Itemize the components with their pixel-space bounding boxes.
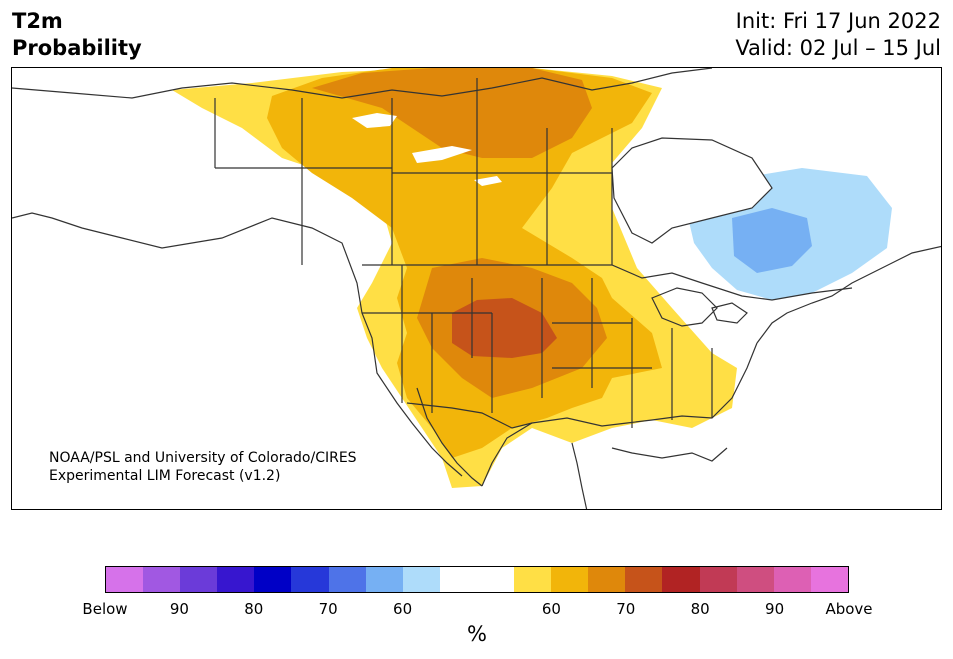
hudson-bay-coast — [611, 137, 773, 244]
colorbar-tick-label: 60 — [393, 600, 413, 618]
colorbar-segment-0 — [106, 567, 144, 592]
hudson-bay — [612, 138, 772, 243]
colorbar-segment-2 — [180, 567, 218, 592]
colorbar-tick-label: Below — [82, 600, 128, 618]
warm-probability-fill — [172, 68, 737, 488]
great-lakes — [651, 287, 748, 327]
great-bear-lake — [352, 113, 397, 128]
colorbar-segment-6 — [328, 567, 366, 592]
source-credit: NOAA/PSL and University of Colorado/CIRE… — [49, 449, 357, 485]
credit-line-1: NOAA/PSL and University of Colorado/CIRE… — [49, 450, 357, 466]
colorbar-segment-13 — [588, 567, 626, 592]
probability-colorbar — [105, 566, 849, 593]
init-date: Init: Fri 17 Jun 2022 — [735, 9, 941, 33]
province-lines — [214, 78, 613, 265]
prob-cool-60-region — [732, 208, 812, 273]
valid-range: Valid: 02 Jul – 15 Jul — [735, 36, 941, 60]
colorbar-tick-label: 70 — [616, 600, 636, 618]
mexico-coast — [571, 442, 728, 509]
colorbar-segment-11 — [514, 567, 552, 592]
east-coast — [756, 245, 941, 344]
colorbar-segment-19 — [810, 567, 848, 592]
colorbar-tick-label: 80 — [690, 600, 710, 618]
variable-label: T2m — [12, 9, 63, 33]
colorbar-segment-16 — [699, 567, 737, 592]
date-info: Init: Fri 17 Jun 2022 Valid: 02 Jul – 15… — [735, 8, 941, 62]
map-title: T2m Probability — [12, 8, 142, 62]
us-canada-border — [362, 264, 853, 301]
colorbar-segment-12 — [551, 567, 589, 592]
colorbar-tick-label: 80 — [244, 600, 264, 618]
colorbar-segment-17 — [736, 567, 774, 592]
forecast-map — [11, 67, 942, 510]
lake-athabasca — [474, 176, 502, 186]
borders — [12, 68, 941, 509]
colorbar-segment-14 — [625, 567, 663, 592]
map-svg — [12, 68, 941, 509]
us-mexico-border — [406, 402, 533, 429]
colorbar-segment-10 — [476, 567, 515, 592]
colorbar-segment-1 — [143, 567, 181, 592]
west-coast — [12, 212, 463, 477]
colorbar-segment-5 — [291, 567, 329, 592]
gulf-coast — [481, 342, 758, 487]
great-slave-lake — [412, 146, 472, 163]
colorbar-segment-3 — [217, 567, 255, 592]
colorbar-tick-label: 90 — [169, 600, 189, 618]
colorbar-tick-label: 60 — [541, 600, 561, 618]
colorbar-segment-15 — [662, 567, 700, 592]
credit-line-2: Experimental LIM Forecast (v1.2) — [49, 468, 281, 484]
baja — [416, 387, 483, 487]
state-lines — [362, 265, 713, 428]
colorbar-segment-4 — [254, 567, 292, 592]
colorbar-segment-18 — [773, 567, 811, 592]
colorbar-tick-label: Above — [825, 600, 873, 618]
probability-label: Probability — [12, 36, 142, 60]
inland-water — [352, 113, 772, 243]
arctic-coast — [12, 68, 713, 99]
colorbar-tick-label: 70 — [318, 600, 338, 618]
colorbar-tick-label: 90 — [765, 600, 785, 618]
colorbar-unit: % — [467, 622, 487, 646]
colorbar-segment-8 — [402, 567, 440, 592]
colorbar-segment-7 — [365, 567, 403, 592]
colorbar-segment-9 — [439, 567, 477, 592]
